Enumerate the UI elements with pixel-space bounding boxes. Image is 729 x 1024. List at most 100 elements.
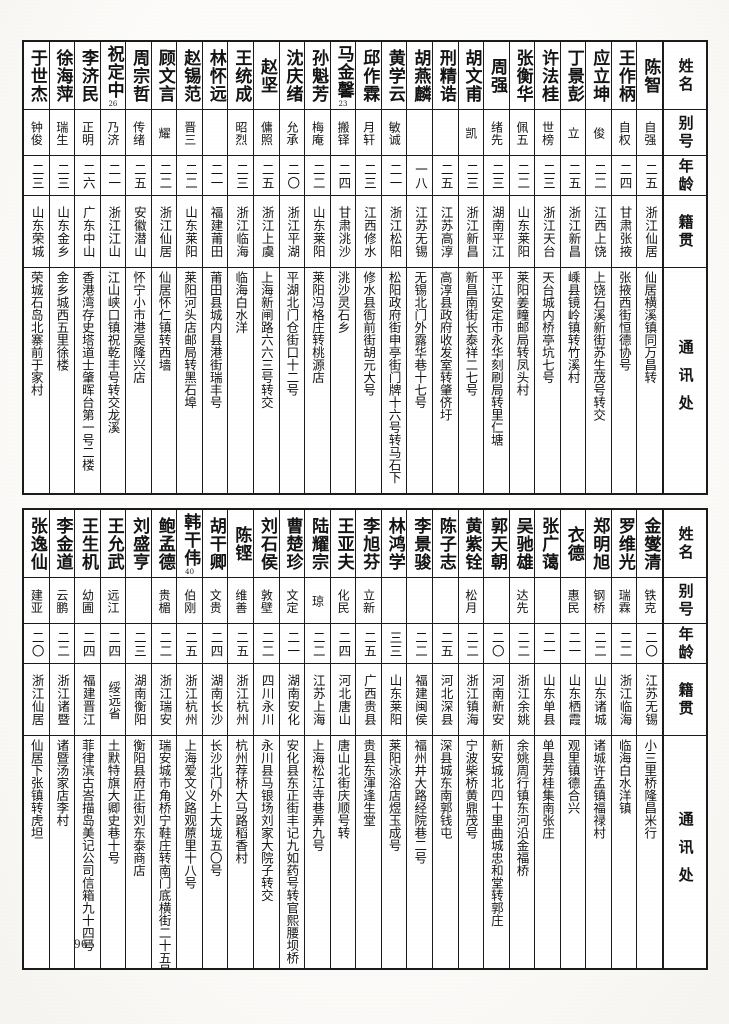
cell-native-place: 浙江瑞安: [151, 664, 177, 736]
cell-alias: 正明: [75, 110, 100, 156]
cell-age: 二〇: [23, 624, 49, 664]
entry-alias: 琼: [310, 594, 325, 608]
header-label-name: 姓名: [676, 526, 695, 562]
cell-native-place: 浙江新昌: [458, 196, 484, 268]
cell-native-place: 福建莆田: [202, 196, 228, 268]
cell-age: 二五: [432, 624, 458, 664]
cell-name: 马金馨 23: [330, 42, 356, 110]
cell-native-place: 浙江临海: [611, 664, 637, 736]
cell-age: 二五: [432, 156, 458, 196]
cell-address: 新安城北四十里曲城忠和堂转郭庄: [484, 736, 509, 968]
entry-native-place: 浙江余姚: [515, 674, 531, 726]
entry-column: 吴驰雄 达先 二二 浙江余姚 余姚周行镇东河沿金福桥: [508, 510, 535, 968]
cell-age: 二三: [228, 156, 253, 196]
entry-native-place: 浙江天台: [540, 206, 556, 258]
cell-alias: [202, 110, 228, 156]
cell-address: 莱阳河头店邮局转黑石埠: [177, 268, 202, 493]
entry-address: 莱阳姜疃邮局转凤头村: [514, 271, 530, 396]
entry-alias: 允承: [284, 120, 299, 146]
entry-address: 张掖西街恒德协号: [616, 271, 632, 371]
entry-name: 黄紫铨: [461, 517, 482, 571]
cell-alias: 达先: [509, 578, 535, 624]
cell-age: 二三: [484, 156, 509, 196]
cell-address: 莱阳姜疃邮局转凤头村: [510, 268, 535, 493]
cell-address: 菲律滨古峇描岛美记公司信箱九十四号: [75, 736, 100, 968]
entry-address: 新安城北四十里曲城忠和堂转郭庄: [488, 739, 504, 927]
entry-address: 仙居下张镇转虎坦: [28, 739, 44, 839]
entry-native-place: 浙江平湖: [285, 206, 301, 258]
entry-age: 二二: [464, 630, 480, 658]
entry-native-place: 浙江新昌: [566, 206, 582, 258]
entry-age: 二二: [259, 630, 275, 658]
cell-name: 金燮清: [637, 510, 662, 578]
cell-native-place: 浙江余姚: [509, 664, 535, 736]
entry-name: 陈子志: [435, 517, 456, 571]
entry-alias: 昭烈: [233, 120, 248, 146]
register-table-upper: 姓名 别号 年龄 籍贯 通讯处 陈智 自强 二五 浙江仙居 仙居横溪镇同万昌转 王作柄 自权…: [22, 40, 708, 495]
cell-name: 韩干伟 40: [177, 510, 202, 578]
cell-native-place: 四川永川: [254, 664, 279, 736]
entry-address: 余姚周行镇东河沿金福桥: [514, 739, 530, 877]
entry-alias: 凯: [463, 126, 478, 140]
cell-age: 二三: [458, 156, 484, 196]
cell-alias: 化民: [330, 578, 356, 624]
cell-native-place: 河北深县: [432, 664, 458, 736]
cell-native-place: 江西修水: [356, 196, 381, 268]
cell-address: 福州井大路经院巷二号: [407, 736, 432, 968]
cell-address: 贵县东渾逢生堂: [356, 736, 381, 968]
cell-age: 二二: [305, 624, 330, 664]
cell-native-place: 河北唐山: [330, 664, 356, 736]
cell-alias: [432, 578, 458, 624]
entry-column: 郭天朝 二〇 河南新安 新安城北四十里曲城忠和堂转郭庄: [483, 510, 509, 968]
entry-column: 陈铿 维善 二五 浙江杭州 杭州荐桥大马路稻香村: [227, 510, 253, 968]
cell-name: 邱作霖: [356, 42, 381, 110]
cell-age: 二五: [560, 156, 586, 196]
entry-age: 二二: [515, 630, 531, 658]
entry-column: 黄学云 敏诚 二一 浙江松阳 松阳政府街申亭街门牌十六号转马石下: [380, 42, 407, 493]
entry-column: 赵坚 傭照 二五 浙江上虞 上海新闸路六六三号转交: [253, 42, 279, 493]
cell-alias: 乃济: [100, 110, 126, 156]
cell-address: 平湖北门仓街口十二号: [280, 268, 305, 493]
entry-address: 诸城许孟镇福禄村: [591, 739, 607, 839]
cell-address: 上海松江寺巷弄九号: [305, 736, 330, 968]
entry-address: 荣城石岛北寨前于家村: [28, 271, 44, 396]
entry-column: 孙魁芳 梅庵 二二 山东莱阳 莱阳冯格庄转桃源店: [304, 42, 330, 493]
entry-native-place: 山东莱阳: [182, 206, 198, 258]
entry-native-place: 浙江诸暨: [55, 674, 71, 726]
cell-name: 赵坚: [254, 42, 279, 110]
cell-name: 李旭芬: [356, 510, 381, 578]
entry-name: 王允武: [103, 517, 124, 571]
entry-name: 王生机: [78, 517, 98, 571]
entry-native-place: 江苏高淳: [438, 206, 454, 258]
cell-native-place: 山东莱阳: [305, 196, 330, 268]
cell-age: 二四: [330, 156, 356, 196]
entry-name: 于世杰: [26, 49, 47, 103]
entry-address: 莱阳冯格庄转桃源店: [309, 271, 325, 384]
entry-address: 瑞安城市角桥宁鞋庄转南门底横街二十五号: [156, 739, 172, 968]
cell-address: 莱阳冯格庄转桃源店: [305, 268, 330, 493]
cell-alias: 钢桥: [586, 578, 611, 624]
entry-address: 修水县衙前街胡元大号: [361, 271, 377, 396]
cell-name: 罗维光: [611, 510, 637, 578]
entry-column: 罗维光 瑞霖 二二 浙江临海 临海白水洋镇: [610, 510, 637, 968]
cell-address: 修水县衙前街胡元大号: [356, 268, 381, 493]
header-label-alias: 别号: [676, 583, 695, 619]
entry-alias: 月轩: [361, 120, 376, 146]
entry-native-place: 河北唐山: [336, 674, 352, 726]
cell-native-place: 浙江松阳: [381, 196, 407, 268]
entry-alias: 维善: [233, 588, 248, 614]
entry-age: 二二: [591, 162, 607, 190]
entry-alias: 伯刚: [182, 588, 197, 614]
cell-address: 上饶石溪新街苏生茂号转交: [586, 268, 611, 493]
cell-address: 瑞安城市角桥宁鞋庄转南门底横街二十五号: [152, 736, 177, 968]
entry-column: 李金道 云鹏 二二 浙江诸暨 诸暨汤家店李村: [48, 510, 75, 968]
entry-age: 二四: [336, 162, 352, 190]
header-label-alias: 别号: [676, 115, 695, 151]
entry-native-place: 河北深县: [438, 674, 454, 726]
cell-age: 二三: [126, 624, 151, 664]
entry-alias: 乃济: [106, 120, 121, 146]
cell-age: 二一: [381, 156, 407, 196]
entry-name: 曹楚珍: [282, 517, 303, 571]
entry-age: 二一: [540, 630, 556, 658]
entry-native-place: 山东诸城: [591, 674, 607, 726]
